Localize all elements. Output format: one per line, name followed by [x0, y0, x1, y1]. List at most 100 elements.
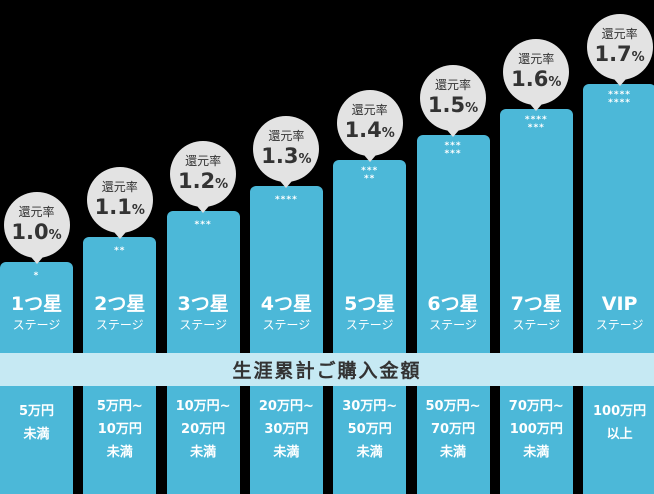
rate-number: 1.5 — [427, 92, 466, 117]
rate-value: 1.7% — [587, 42, 653, 70]
rate-bubble: 還元率 1.4% — [336, 90, 403, 162]
rate-bubble: 還元率 1.3% — [253, 115, 320, 188]
rate-number: 1.2 — [177, 169, 216, 193]
rate-unit: % — [298, 151, 312, 167]
purchase-amount: 10万円~ 20万円 未満 — [167, 395, 240, 464]
rate-label: 還元率 — [268, 128, 305, 143]
rate-value: 1.0% — [4, 220, 70, 248]
purchase-amount-line: 100万円 — [593, 404, 647, 419]
band-label: 生涯累計ご購入金額 — [232, 360, 422, 382]
rate-label: 還元率 — [351, 103, 388, 117]
purchase-amount-line: 20万円~ — [258, 399, 314, 414]
bar-3: *** 3つ星ステージ 10万円~ 20万円 未満 — [166, 211, 240, 494]
rate-label: 還元率 — [518, 52, 555, 66]
purchase-amount: 5万円~ 10万円未満 — [83, 395, 156, 464]
rate-number: 1.1 — [94, 194, 132, 219]
purchase-amount-line: 100万円 — [509, 422, 563, 437]
rate-unit: % — [548, 75, 562, 90]
rate-unit: % — [48, 228, 62, 243]
stage-suffix: ステージ — [179, 318, 227, 332]
purchase-amount-line: 30万円~ — [342, 399, 398, 414]
purchase-amount-line: 未満 — [23, 427, 50, 442]
purchase-amount-line: 50万円 — [347, 422, 392, 437]
bar-6: *** *** 6つ星ステージ 50万円~ 70万円未満 — [416, 134, 490, 494]
stage-name: 7つ星 — [510, 293, 562, 315]
cumulative-purchase-band: 生涯累計ご購入金額 — [0, 353, 654, 386]
rate-value: 1.5% — [420, 93, 486, 121]
purchase-amount-line: 未満 — [523, 445, 550, 460]
rate-bubble: 還元率 1.0% — [3, 192, 70, 264]
rate-bubble: 還元率 1.5% — [420, 64, 486, 137]
stage-suffix: ステージ — [595, 318, 644, 332]
purchase-amount-line: 未満 — [273, 445, 300, 460]
stage-suffix: ステージ — [262, 318, 311, 332]
purchase-amount-line: 未満 — [106, 445, 133, 460]
purchase-amount-line: 以上 — [606, 427, 633, 442]
rate-number: 1.3 — [261, 143, 299, 168]
star-icons: *** ** — [361, 166, 379, 184]
stage-suffix: ステージ — [95, 318, 144, 332]
rate-value: 1.4% — [337, 118, 403, 146]
rate-number: 1.6 — [511, 67, 549, 91]
purchase-amount-line: 5万円~ — [96, 399, 143, 414]
purchase-amount: 30万円~ 50万円未満 — [333, 395, 406, 464]
stage-name: 2つ星 — [94, 293, 146, 315]
purchase-amount: 5万円未満 — [0, 400, 73, 446]
stage-suffix: ステージ — [12, 318, 61, 332]
star-icons: *** — [194, 220, 212, 230]
rate-label: 還元率 — [434, 77, 471, 92]
bar-5: *** ** 5つ星ステージ 30万円~ 50万円未満 — [333, 160, 407, 494]
rate-unit: % — [631, 49, 645, 65]
bar-7: **** *** 7つ星ステージ 70万円~ 100万円未満 — [499, 109, 573, 494]
rate-bubble: 還元率 1.6% — [503, 39, 570, 111]
purchase-amount-line: 未満 — [356, 445, 383, 460]
rate-value: 1.6% — [503, 67, 569, 95]
rate-bubble: 還元率 1.1% — [86, 166, 153, 239]
stage-name: 6つ星 — [427, 293, 479, 315]
stage-name: 5つ星 — [344, 293, 396, 315]
star-icons: **** — [274, 194, 298, 205]
purchase-amount: 100万円以上 — [583, 400, 654, 446]
stage-name: 1つ星 — [10, 293, 63, 315]
rate-number: 1.7 — [594, 41, 632, 66]
rate-unit: % — [465, 100, 479, 116]
star-icons: ** — [114, 245, 126, 256]
stage-suffix: ステージ — [512, 318, 561, 332]
purchase-amount-line: 50万円~ — [425, 399, 481, 414]
purchase-amount-line: 10万円 — [97, 422, 142, 437]
rate-unit: % — [381, 126, 395, 141]
purchase-amount-line: 10万円~ — [175, 399, 231, 414]
bar-4: **** 4つ星ステージ 20万円~ 30万円未満 — [249, 185, 323, 494]
star-icons: **** **** — [608, 89, 631, 108]
stage-name: 3つ星 — [177, 293, 229, 315]
purchase-amount-line: 5万円 — [18, 404, 55, 419]
rate-label: 還元率 — [18, 205, 55, 219]
rate-bubble: 還元率 1.7% — [586, 13, 653, 86]
purchase-amount-line: 70万円~ — [508, 399, 564, 414]
stage-name: VIP — [601, 293, 638, 315]
stage-suffix: ステージ — [345, 318, 394, 332]
purchase-amount-line: 未満 — [190, 445, 217, 460]
purchase-amount-line: 30万円 — [264, 422, 309, 437]
purchase-amount-line: 70万円 — [430, 422, 476, 437]
stage-suffix: ステージ — [429, 318, 477, 332]
rate-value: 1.3% — [253, 144, 319, 172]
purchase-amount: 70万円~ 100万円未満 — [500, 395, 573, 464]
rate-unit: % — [215, 177, 229, 192]
star-icons: **** *** — [524, 115, 548, 133]
rate-bubble: 還元率 1.2% — [170, 141, 237, 213]
rate-number: 1.4 — [344, 118, 382, 142]
rate-number: 1.0 — [11, 220, 49, 244]
rate-label: 還元率 — [601, 26, 638, 41]
purchase-amount: 50万円~ 70万円未満 — [417, 395, 490, 464]
purchase-amount: 20万円~ 30万円未満 — [250, 395, 323, 464]
bar-8: **** **** VIP ステージ 100万円以上 — [583, 83, 654, 494]
rate-label: 還元率 — [101, 179, 138, 194]
stage-name: 4つ星 — [260, 293, 312, 315]
rate-value: 1.1% — [87, 195, 153, 223]
purchase-amount-line: 未満 — [439, 445, 466, 460]
star-icons: *** *** — [444, 140, 462, 159]
rate-label: 還元率 — [185, 154, 222, 168]
star-icons: * — [33, 271, 40, 281]
